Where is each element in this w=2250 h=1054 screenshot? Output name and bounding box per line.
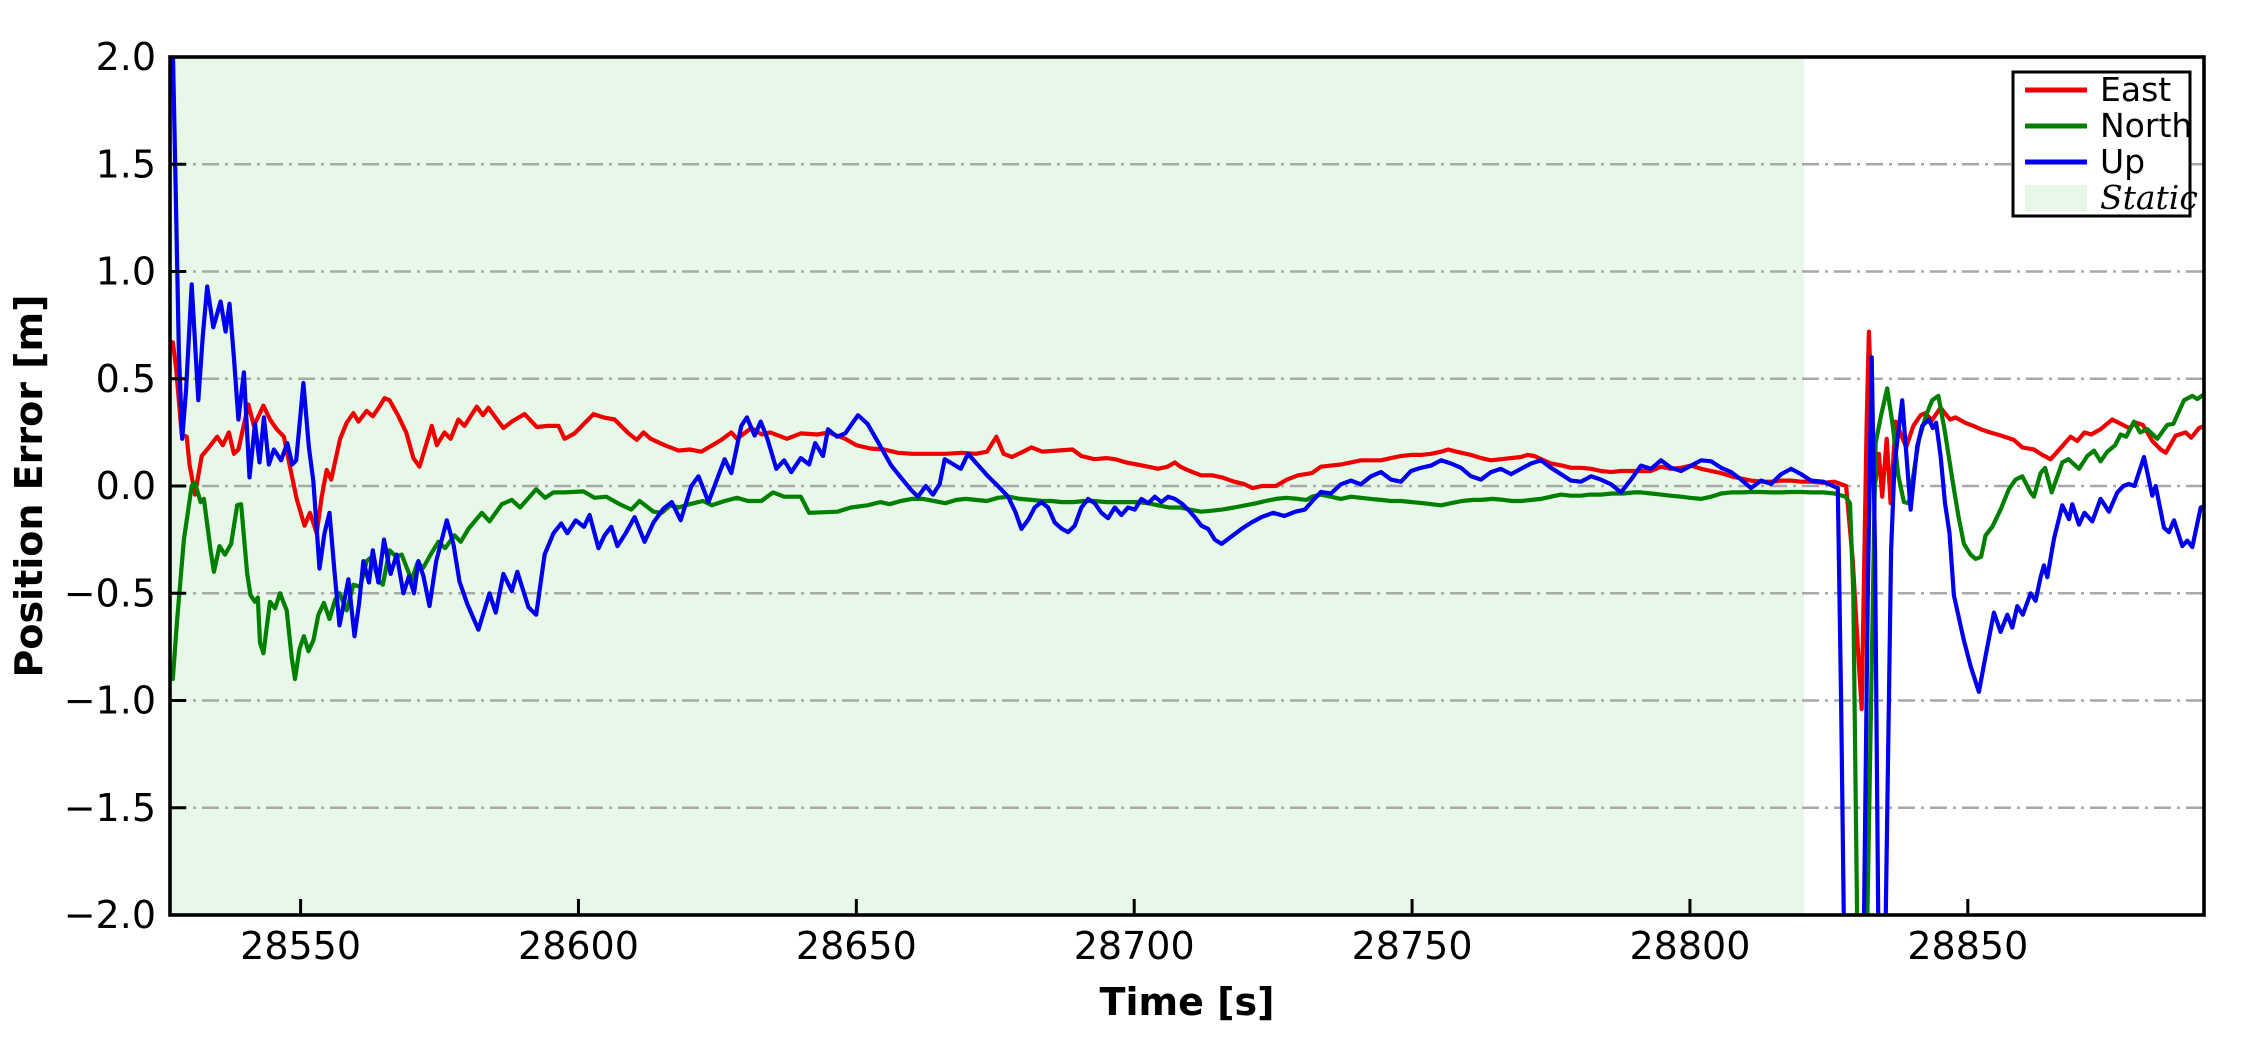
series-line-east [170,329,2204,712]
x-tick-label-28850: 28850 [1907,924,2028,968]
legend-label-east: East [2100,70,2171,109]
legend-label-static: Static [2100,178,2198,217]
y-tick-label-−1.0: −1.0 [64,679,156,723]
legend-label-north: North [2100,106,2192,145]
y-tick-label-1.0: 1.0 [96,250,156,294]
y-tick-label-−2.0: −2.0 [64,893,156,937]
y-tick-label-2.0: 2.0 [96,35,156,79]
y-axis-label: Position Error [m] [7,294,51,677]
legend-label-up: Up [2100,142,2145,181]
x-tick-label-28650: 28650 [796,924,917,968]
y-tick-label-1.5: 1.5 [96,142,156,186]
x-tick-label-28800: 28800 [1629,924,1750,968]
x-tick-label-28600: 28600 [518,924,639,968]
x-tick-label-28750: 28750 [1352,924,1473,968]
y-tick-label-0.0: 0.0 [96,464,156,508]
legend-swatch-static [2025,185,2087,211]
series-line-up [170,57,2204,915]
x-tick-label-28700: 28700 [1074,924,1195,968]
x-tick-label-28550: 28550 [240,924,361,968]
y-tick-label-0.5: 0.5 [96,357,156,401]
y-tick-label-−1.5: −1.5 [64,786,156,830]
y-tick-label-−0.5: −0.5 [64,571,156,615]
x-axis-label: Time [s] [1100,980,1275,1024]
